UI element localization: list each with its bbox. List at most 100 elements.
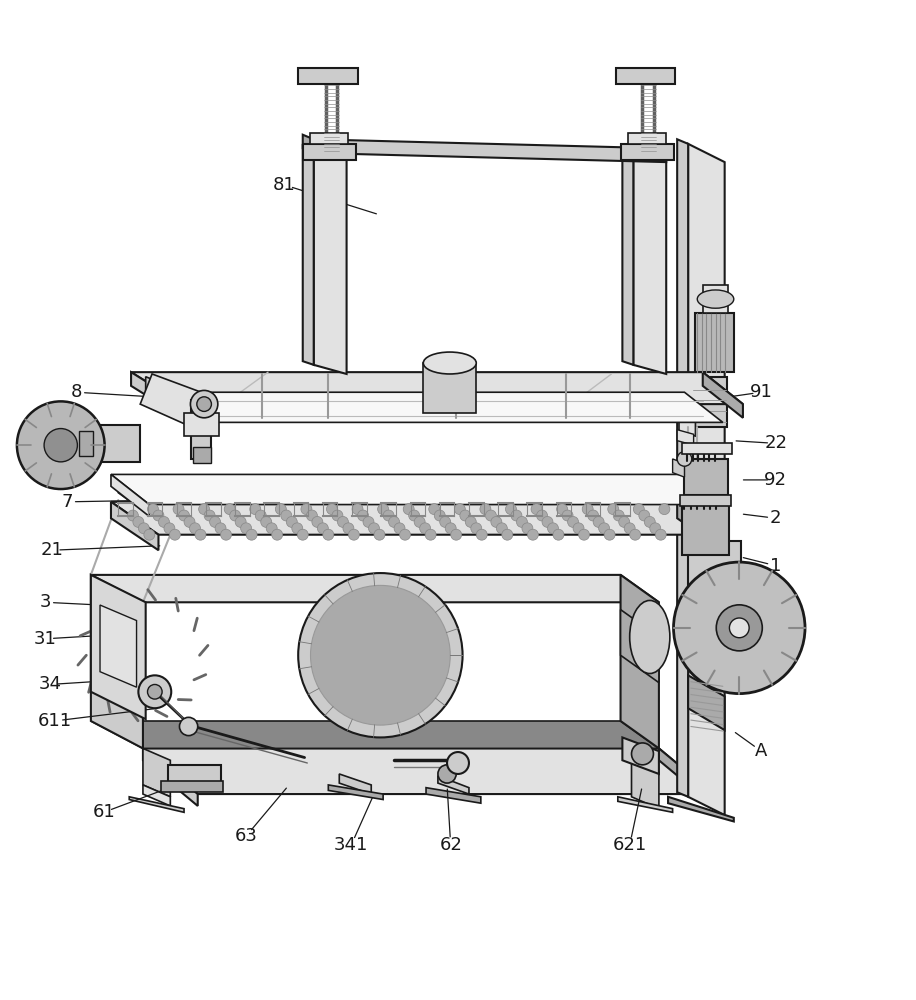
Circle shape (542, 516, 553, 527)
Circle shape (460, 510, 471, 521)
Circle shape (292, 523, 303, 534)
Polygon shape (111, 502, 158, 550)
Circle shape (235, 516, 246, 527)
Circle shape (594, 516, 605, 527)
Polygon shape (677, 486, 725, 527)
Circle shape (144, 529, 155, 540)
Polygon shape (131, 372, 182, 418)
Circle shape (629, 529, 640, 540)
Circle shape (673, 562, 805, 694)
Text: 31: 31 (34, 630, 57, 648)
Polygon shape (111, 474, 725, 505)
Text: 81: 81 (273, 176, 296, 194)
Polygon shape (438, 776, 469, 794)
Bar (79, 431, 93, 456)
Polygon shape (617, 797, 672, 812)
Circle shape (164, 523, 175, 534)
Polygon shape (633, 148, 666, 374)
Circle shape (246, 529, 257, 540)
Polygon shape (111, 502, 723, 535)
Polygon shape (426, 788, 481, 803)
Polygon shape (620, 575, 659, 748)
Circle shape (394, 523, 405, 534)
Polygon shape (622, 737, 659, 774)
Circle shape (655, 529, 666, 540)
Polygon shape (100, 605, 136, 687)
Ellipse shape (423, 352, 476, 374)
Polygon shape (703, 372, 743, 418)
Bar (423, 363, 476, 413)
Circle shape (716, 605, 762, 651)
Text: 22: 22 (764, 434, 787, 452)
Bar (193, 447, 212, 463)
Circle shape (261, 516, 272, 527)
Bar (161, 781, 224, 792)
Circle shape (199, 504, 210, 515)
Bar (299, 68, 357, 84)
Circle shape (679, 400, 697, 418)
Polygon shape (677, 502, 723, 550)
Polygon shape (91, 575, 659, 602)
Circle shape (659, 504, 670, 515)
Circle shape (158, 516, 169, 527)
Circle shape (147, 684, 162, 699)
Bar (680, 495, 731, 506)
Circle shape (638, 510, 649, 521)
Circle shape (322, 529, 333, 540)
Polygon shape (622, 146, 633, 365)
Circle shape (471, 523, 482, 534)
Circle shape (605, 529, 615, 540)
Circle shape (256, 510, 267, 521)
Circle shape (180, 717, 198, 736)
Polygon shape (143, 748, 714, 794)
Circle shape (147, 504, 158, 515)
Circle shape (317, 523, 328, 534)
Bar (682, 443, 732, 454)
Circle shape (624, 523, 635, 534)
Polygon shape (91, 721, 659, 748)
Circle shape (573, 523, 584, 534)
Bar (191, 400, 212, 459)
Circle shape (311, 516, 322, 527)
Circle shape (618, 516, 629, 527)
Circle shape (190, 523, 201, 534)
Text: 34: 34 (38, 675, 61, 693)
Circle shape (613, 510, 624, 521)
Circle shape (434, 510, 445, 521)
Circle shape (326, 504, 337, 515)
Circle shape (528, 529, 539, 540)
Circle shape (204, 510, 215, 521)
Text: 8: 8 (71, 383, 82, 401)
Polygon shape (146, 377, 207, 418)
Polygon shape (328, 785, 383, 800)
Polygon shape (668, 797, 734, 821)
Text: 2: 2 (770, 509, 781, 527)
Circle shape (281, 510, 292, 521)
Circle shape (197, 397, 212, 411)
Circle shape (553, 529, 564, 540)
Bar (303, 144, 355, 160)
Text: 5: 5 (21, 434, 33, 452)
Circle shape (191, 390, 218, 418)
Polygon shape (677, 430, 693, 445)
Bar (691, 377, 727, 427)
Circle shape (343, 523, 354, 534)
Circle shape (409, 510, 420, 521)
Polygon shape (303, 146, 313, 365)
Circle shape (438, 765, 456, 783)
Circle shape (531, 504, 542, 515)
Circle shape (445, 523, 456, 534)
Bar (684, 459, 728, 495)
Circle shape (451, 529, 462, 540)
Circle shape (548, 523, 559, 534)
Polygon shape (164, 392, 723, 422)
Polygon shape (679, 413, 695, 436)
Polygon shape (111, 474, 149, 516)
Circle shape (276, 504, 287, 515)
Circle shape (496, 523, 507, 534)
Circle shape (631, 743, 653, 765)
Circle shape (352, 504, 363, 515)
Bar (616, 68, 675, 84)
Polygon shape (91, 575, 143, 748)
Text: A: A (755, 742, 768, 760)
